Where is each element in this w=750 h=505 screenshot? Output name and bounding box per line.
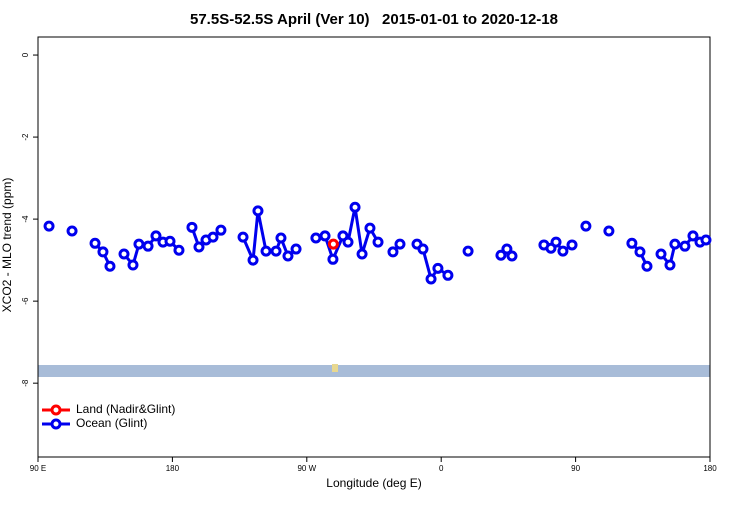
data-point (356, 248, 368, 260)
y-tick-label: -2 (21, 133, 30, 141)
x-tick-label: 180 (703, 464, 717, 473)
data-point (634, 246, 646, 258)
data-point (43, 220, 55, 232)
data-point (275, 232, 287, 244)
data-point (462, 245, 474, 257)
data-point (186, 221, 198, 233)
data-point (566, 239, 578, 251)
data-point (394, 238, 406, 250)
x-tick-label: 90 (571, 464, 580, 473)
data-point (282, 250, 294, 262)
land-mask-band (38, 365, 710, 377)
data-point (164, 235, 176, 247)
data-point (700, 234, 712, 246)
data-point (501, 243, 513, 255)
data-point (327, 253, 339, 265)
data-point (669, 238, 681, 250)
data-point (237, 231, 249, 243)
data-point (557, 245, 569, 257)
data-point (641, 260, 653, 272)
y-tick-label: 0 (21, 52, 30, 57)
data-point (626, 237, 638, 249)
data-point (252, 205, 264, 217)
data-point (150, 230, 162, 242)
data-point (387, 246, 399, 258)
plot-frame (37, 36, 711, 458)
x-axis-label: Longitude (deg E) (326, 476, 421, 490)
data-point (207, 231, 219, 243)
chart-title: 57.5S-52.5S April (Ver 10) 2015-01-01 to… (190, 11, 558, 28)
legend-label: Land (Nadir&Glint) (76, 402, 175, 416)
x-tick-label: 90 W (297, 464, 316, 473)
data-point (260, 245, 272, 257)
y-axis-label: XCO2 - MLO trend (ppm) (0, 178, 14, 313)
data-point (89, 237, 101, 249)
data-point (655, 248, 667, 260)
data-point (319, 230, 331, 242)
data-point (506, 250, 518, 262)
data-point (425, 273, 437, 285)
data-point (104, 260, 116, 272)
data-point (495, 249, 507, 261)
legend-label: Ocean (Glint) (76, 416, 147, 430)
legend-marker (50, 404, 62, 416)
data-point (580, 220, 592, 232)
data-point (290, 243, 302, 255)
data-point (215, 224, 227, 236)
data-point (664, 259, 676, 271)
data-point (193, 241, 205, 253)
data-point (97, 246, 109, 258)
data-point (142, 240, 154, 252)
data-point (327, 238, 339, 250)
data-point (66, 225, 78, 237)
x-tick-label: 90 E (30, 464, 46, 473)
data-point (173, 244, 185, 256)
y-tick-label: -6 (21, 297, 30, 305)
data-point (133, 238, 145, 250)
data-point (432, 262, 444, 274)
data-point (442, 269, 454, 281)
data-point (372, 236, 384, 248)
data-point (364, 222, 376, 234)
y-tick-label: -4 (21, 215, 30, 223)
data-point (270, 245, 282, 257)
data-point (118, 248, 130, 260)
data-point (310, 232, 322, 244)
data-point (687, 230, 699, 242)
data-point (417, 243, 429, 255)
data-point (127, 259, 139, 271)
x-tick-label: 180 (166, 464, 180, 473)
data-point (349, 201, 361, 213)
land-mask-island (332, 364, 338, 372)
legend-marker (50, 418, 62, 430)
data-point (603, 225, 615, 237)
data-point (342, 236, 354, 248)
data-point (247, 254, 259, 266)
y-tick-label: -8 (21, 379, 30, 387)
data-point (679, 240, 691, 252)
data-point (550, 236, 562, 248)
x-tick-label: 0 (439, 464, 444, 473)
